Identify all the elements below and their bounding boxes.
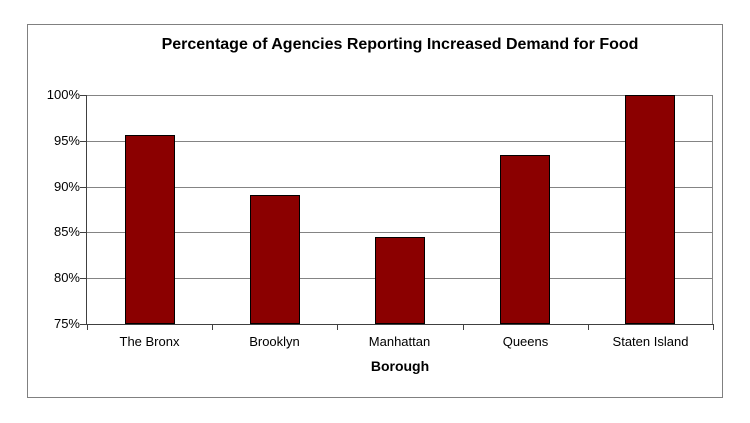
gridline-90	[87, 187, 713, 188]
y-tick-label-85: 85%	[53, 224, 80, 239]
y-axis-tick-95	[80, 141, 86, 142]
x-axis-tick-2	[337, 325, 338, 330]
x-category-label-staten-island: Staten Island	[612, 334, 689, 349]
gridline-85	[87, 232, 713, 233]
x-category-label-the-bronx: The Bronx	[119, 334, 180, 349]
y-axis-tick-80	[80, 278, 86, 279]
bar-brooklyn	[250, 195, 300, 324]
plot-right-border	[712, 95, 713, 324]
gridline-95	[87, 141, 713, 142]
x-axis-tick-5	[713, 325, 714, 330]
bar-staten-island	[625, 95, 675, 324]
y-tick-label-90: 90%	[53, 179, 80, 194]
y-axis-tick-85	[80, 232, 86, 233]
y-axis-tick-100	[80, 95, 86, 96]
x-category-label-queens: Queens	[502, 334, 549, 349]
x-axis-title: Borough	[370, 358, 430, 374]
y-axis-tick-90	[80, 187, 86, 188]
bar-the-bronx	[125, 135, 175, 324]
x-axis-tick-4	[588, 325, 589, 330]
y-tick-label-80: 80%	[53, 270, 80, 285]
y-tick-label-95: 95%	[53, 133, 80, 148]
x-category-label-brooklyn: Brooklyn	[249, 334, 300, 349]
y-tick-label-100: 100%	[46, 87, 80, 102]
x-axis-tick-1	[212, 325, 213, 330]
bar-queens	[500, 155, 550, 324]
x-category-label-manhattan: Manhattan	[368, 334, 431, 349]
chart-title: Percentage of Agencies Reporting Increas…	[161, 36, 639, 53]
y-axis-line	[86, 95, 87, 325]
plot-area	[80, 95, 714, 330]
x-axis-line	[86, 324, 714, 325]
x-axis-tick-0	[87, 325, 88, 330]
y-tick-label-75: 75%	[53, 316, 80, 331]
gridline-100	[87, 95, 713, 96]
x-axis-tick-3	[463, 325, 464, 330]
y-axis-tick-75	[80, 324, 86, 325]
bar-manhattan	[375, 237, 425, 324]
